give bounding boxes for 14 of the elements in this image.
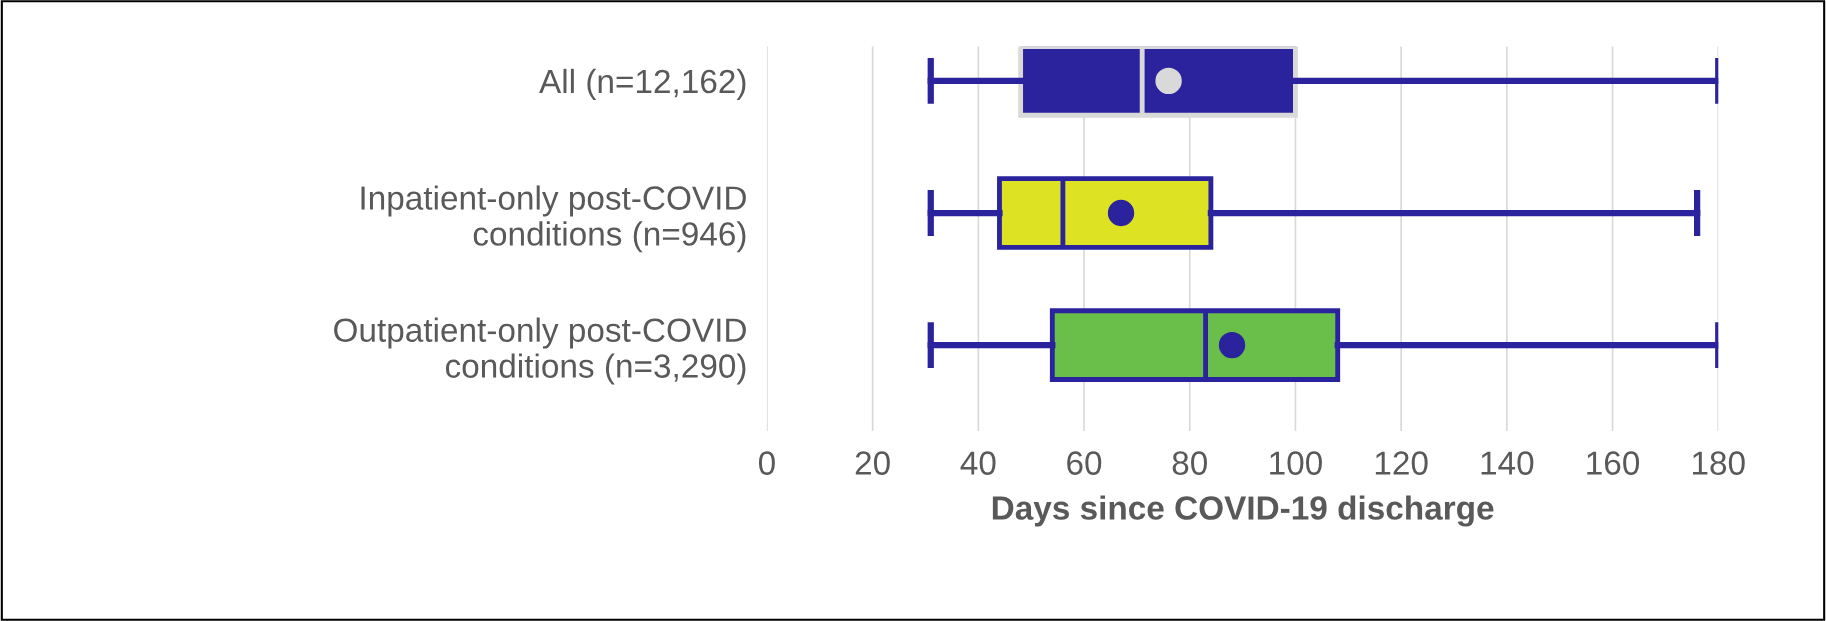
x-tick-label: 60 [1067,451,1102,475]
x-tick-label: 120 [1375,451,1428,475]
y-tick-label: Inpatient-only post-COVID conditions (n=946) [361,185,746,253]
x-tick-label: 80 [1172,451,1207,475]
y-tick-label: Outpatient-only post-COVID conditions (n=3,290) [334,317,746,385]
y-tick-label: All (n=12,162) [539,68,746,100]
x-tick-label: 20 [855,451,890,475]
x-tick-label: 100 [1270,451,1322,475]
x-tick-label: 180 [1693,451,1745,475]
x-tick-label: 140 [1481,451,1534,475]
x-tick-label: 160 [1587,451,1640,475]
x-axis-title: Days since COVID-19 discharge [992,495,1494,527]
x-tick-label: 40 [960,451,996,475]
x-tick-label: 0 [758,451,775,475]
